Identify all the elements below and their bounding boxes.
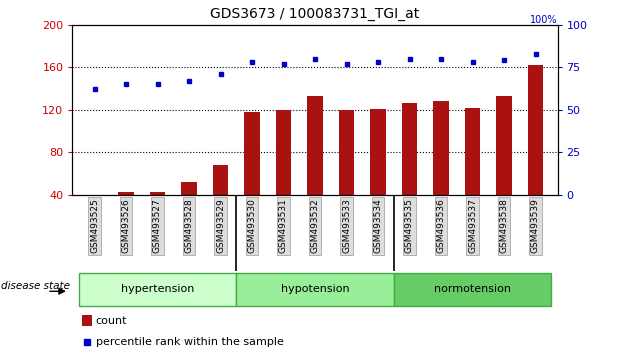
Text: GSM493536: GSM493536 (437, 199, 445, 253)
Bar (402, 103, 417, 237)
Bar (339, 110, 354, 237)
Text: GSM493538: GSM493538 (500, 199, 508, 253)
Text: GSM493533: GSM493533 (342, 199, 351, 253)
Text: hypotension: hypotension (281, 284, 349, 294)
FancyBboxPatch shape (236, 273, 394, 306)
Text: GSM493537: GSM493537 (468, 199, 477, 253)
Text: GSM493527: GSM493527 (153, 199, 162, 253)
Bar (87, 195, 102, 237)
Text: GSM493525: GSM493525 (90, 199, 99, 253)
Title: GDS3673 / 100083731_TGI_at: GDS3673 / 100083731_TGI_at (210, 7, 420, 21)
Bar (181, 182, 197, 237)
Text: disease state: disease state (1, 281, 71, 291)
Text: GSM493528: GSM493528 (185, 199, 193, 253)
Text: GSM493530: GSM493530 (248, 199, 256, 253)
Bar (465, 108, 480, 237)
Bar (307, 96, 323, 237)
Bar (370, 109, 386, 237)
Bar (82, 315, 92, 326)
Text: GSM493526: GSM493526 (122, 199, 130, 253)
Text: GSM493529: GSM493529 (216, 199, 225, 253)
FancyBboxPatch shape (79, 273, 236, 306)
Text: GSM493531: GSM493531 (279, 199, 288, 253)
Bar (213, 165, 228, 237)
Text: GSM493534: GSM493534 (374, 199, 382, 253)
Bar (118, 192, 134, 237)
Bar (433, 101, 449, 237)
Bar (244, 112, 260, 237)
Text: GSM493539: GSM493539 (531, 199, 540, 253)
Text: 100%: 100% (530, 15, 558, 25)
Bar (150, 192, 165, 237)
FancyBboxPatch shape (394, 273, 551, 306)
Text: normotension: normotension (434, 284, 511, 294)
Text: GSM493532: GSM493532 (311, 199, 319, 253)
Bar (276, 110, 291, 237)
Text: hypertension: hypertension (121, 284, 194, 294)
Bar (528, 65, 543, 237)
Bar (496, 96, 512, 237)
Text: count: count (96, 316, 127, 326)
Text: percentile rank within the sample: percentile rank within the sample (96, 337, 284, 348)
Text: GSM493535: GSM493535 (405, 199, 414, 253)
